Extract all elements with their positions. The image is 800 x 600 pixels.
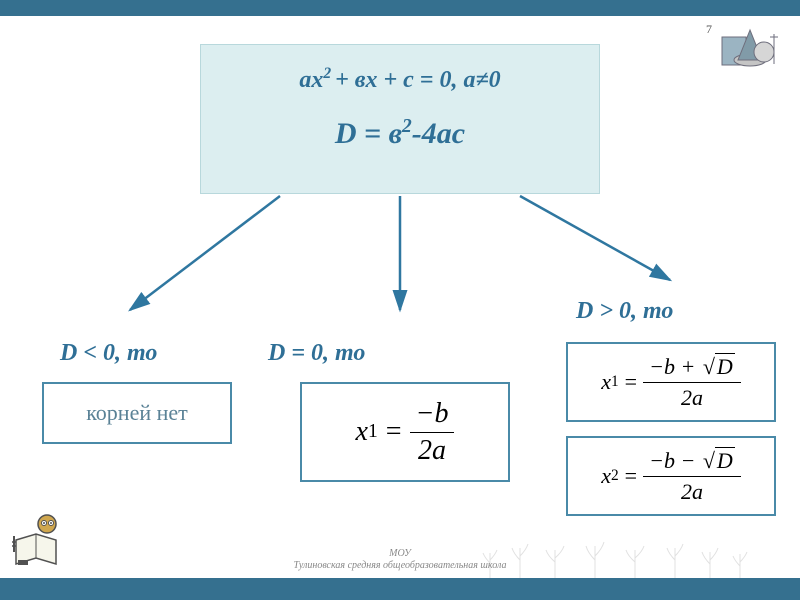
quadratic-equation: ах2 + вх + с = 0, а≠0 (201, 65, 599, 94)
page-number: 7 (706, 22, 712, 37)
footer-line1: МОУ (0, 548, 800, 560)
corner-shapes-icon (720, 22, 780, 67)
footer: МОУ Тулиновская средняя общеобразователь… (0, 548, 800, 572)
main-equation-box: ах2 + вх + с = 0, а≠0 D = в2-4ас (200, 44, 600, 194)
case-label-lt: D < 0, то (60, 340, 157, 367)
root1-box: x1 = −b + √D 2a (566, 342, 776, 422)
discriminant-formula: D = в2-4ас (201, 116, 599, 151)
footer-line2: Тулиновская средняя общеобразовательная … (0, 560, 800, 572)
no-roots-text: корней нет (86, 400, 188, 426)
root2-box: x2 = −b − √D 2a (566, 436, 776, 516)
bottom-bar (0, 578, 800, 600)
top-bar (0, 0, 800, 16)
single-root-box: x1 = −b 2a (300, 382, 510, 482)
no-roots-box: корней нет (42, 382, 232, 444)
case-label-eq: D = 0, то (268, 340, 365, 367)
case-label-gt: D > 0, то (576, 298, 673, 325)
